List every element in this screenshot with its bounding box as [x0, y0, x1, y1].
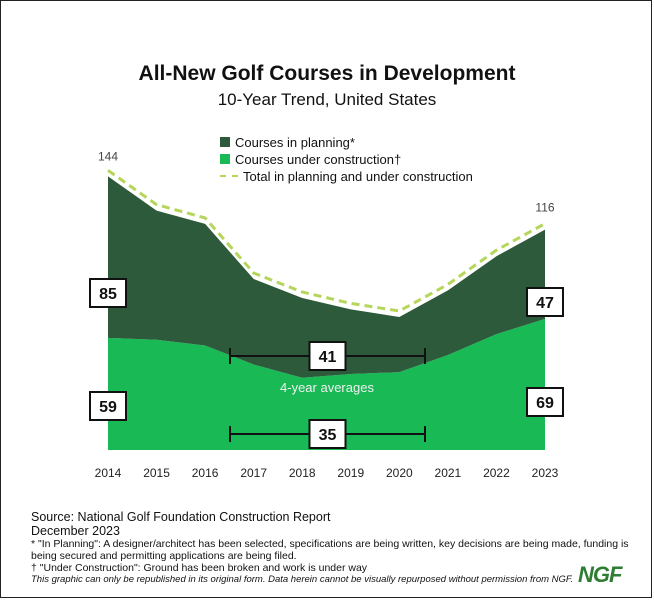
planning-average-label-box — [308, 341, 347, 371]
note-under-construction: † "Under Construction": Ground has been … — [31, 562, 368, 574]
source-text: Source: National Golf Foundation Constru… — [31, 510, 331, 524]
note-in-planning: * "In Planning": A designer/architect ha… — [31, 538, 629, 562]
legend-item-planning: Courses in planning* — [220, 134, 473, 150]
legend-label-planning: Courses in planning* — [235, 134, 355, 150]
x-tick-label: 2016 — [192, 466, 219, 480]
construction-label-end: 69 — [536, 395, 554, 412]
construction-label-start-box — [89, 391, 127, 421]
planning-label-start: 85 — [99, 286, 117, 303]
planning-label-start-box — [89, 278, 127, 308]
legend-swatch-construction — [220, 154, 230, 164]
footer: Source: National Golf Foundation Constru… — [31, 510, 631, 586]
x-tick-label: 2021 — [435, 466, 462, 480]
total-line — [107, 169, 546, 313]
chart-title: All-New Golf Courses in Development — [138, 62, 516, 85]
construction-label-start: 59 — [99, 399, 117, 416]
chart-subtitle: 10-Year Trend, United States — [217, 90, 437, 109]
disclaimer: This graphic can only be republished in … — [31, 574, 574, 585]
x-tick-label: 2022 — [483, 466, 510, 480]
planning-area — [108, 176, 545, 378]
x-tick-label: 2017 — [240, 466, 267, 480]
averages-caption: 4-year averages — [280, 380, 374, 395]
x-tick-label: 2023 — [532, 466, 559, 480]
legend-swatch-total — [220, 175, 238, 177]
chart-svg: 2014 2015 2016 2017 2018 2019 2020 2021 2022 2023… — [89, 149, 564, 480]
x-tick-label: 2020 — [386, 466, 413, 480]
planning-label-end-box — [526, 287, 564, 317]
construction-area — [108, 318, 545, 450]
legend-item-total: Total in planning and under construction — [220, 168, 473, 184]
planning-average-label: 41 — [319, 349, 337, 366]
construction-average-label-box — [308, 419, 347, 449]
x-tick-label: 2019 — [337, 466, 364, 480]
legend-item-construction: Courses under construction† — [220, 151, 473, 167]
construction-label-end-box — [526, 387, 564, 417]
report-date: December 2023 — [31, 524, 120, 538]
total-label-end: 116 — [535, 201, 554, 215]
x-tick-label: 2014 — [95, 466, 122, 480]
legend-label-total: Total in planning and under construction — [243, 168, 473, 184]
x-tick-label: 2018 — [289, 466, 316, 480]
ngf-logo: NGF — [578, 562, 622, 587]
legend: Courses in planning* Courses under const… — [220, 134, 473, 185]
planning-label-end: 47 — [536, 295, 554, 312]
legend-label-construction: Courses under construction† — [235, 151, 402, 167]
legend-swatch-planning — [220, 137, 230, 147]
x-tick-label: 2015 — [143, 466, 170, 480]
construction-average-label: 35 — [319, 427, 337, 444]
total-label-start: 144 — [98, 149, 118, 163]
